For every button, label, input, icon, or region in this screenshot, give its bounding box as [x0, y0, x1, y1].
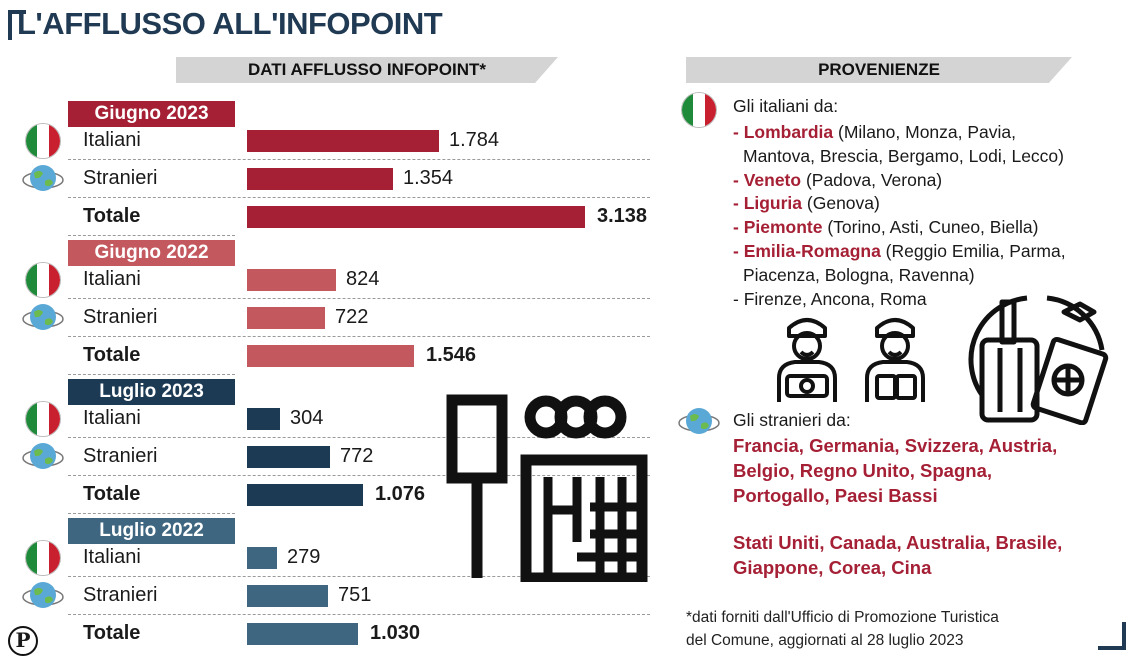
- page-title: L'AFFLUSSO ALL'INFOPOINT: [17, 6, 443, 41]
- total-label: Totale: [83, 622, 141, 644]
- bottom-corner-mark: [1098, 622, 1126, 650]
- row-divider: [68, 235, 235, 236]
- row-label: Stranieri: [83, 584, 158, 606]
- stranieri-line-4: Stati Uniti, Canada, Australia, Brasile,: [733, 532, 1063, 553]
- row-divider: [68, 576, 650, 577]
- tourists-icon: [777, 318, 925, 402]
- value-label: 751: [338, 584, 372, 606]
- right-section-header: PROVENIENZE: [686, 57, 1072, 83]
- value-label: 279: [287, 546, 321, 568]
- total-label: Totale: [83, 205, 141, 227]
- row-divider: [68, 336, 650, 337]
- infopoint-icon: [446, 394, 648, 582]
- value-label: 1.076: [375, 483, 426, 505]
- row-divider: [68, 437, 650, 438]
- bar: [247, 168, 393, 190]
- globe-icon: [678, 408, 720, 434]
- stranieri-line-1: Francia, Germania, Svizzera, Austria,: [733, 435, 1058, 456]
- row-divider: [68, 513, 235, 514]
- stranieri-line-2: Belgio, Regno Unito, Spagna,: [733, 460, 992, 481]
- period-label: Luglio 2022: [68, 518, 235, 544]
- bar: [247, 547, 277, 569]
- value-label: 824: [346, 268, 380, 290]
- stranieri-intro: Gli stranieri da:: [733, 410, 851, 430]
- other-cities: - Firenze, Ancona, Roma: [733, 289, 927, 309]
- bar: [247, 345, 414, 367]
- bar: [247, 484, 363, 506]
- region-emilia-romagna: - Emilia-Romagna (Reggio Emilia, Parma,: [733, 241, 1066, 261]
- row-divider: [68, 614, 650, 615]
- globe-icon: [22, 304, 64, 330]
- region-lombardia-cities: Mantova, Brescia, Bergamo, Lodi, Lecco): [743, 146, 1064, 166]
- globe-icon: [22, 165, 64, 191]
- region-emilia-romagna-cities: Piacenza, Bologna, Ravenna): [743, 265, 975, 285]
- region-liguria: - Liguria (Genova): [733, 193, 880, 213]
- value-label: 3.138: [597, 205, 648, 227]
- italy-flag-icon: [25, 401, 61, 437]
- bar: [247, 585, 328, 607]
- row-label: Stranieri: [83, 306, 158, 328]
- value-label: 304: [290, 407, 324, 429]
- row-divider: [68, 298, 650, 299]
- row-label: Stranieri: [83, 445, 158, 467]
- bar: [247, 130, 439, 152]
- luggage-passport-icon: [968, 295, 1109, 425]
- footnote-line-1: *dati forniti dall'Ufficio di Promozione…: [686, 609, 999, 626]
- row-label: Italiani: [83, 407, 141, 429]
- row-divider: [68, 374, 235, 375]
- value-label: 772: [340, 445, 374, 467]
- title-corner-mark: [8, 10, 26, 40]
- period-label: Giugno 2023: [68, 101, 235, 127]
- italy-flag-icon: [681, 92, 717, 128]
- row-divider: [68, 159, 650, 160]
- italy-flag-icon: [25, 262, 61, 298]
- region-piemonte: - Piemonte (Torino, Asti, Cuneo, Biella): [733, 217, 1039, 237]
- italy-flag-icon: [25, 540, 61, 576]
- region-lombardia: - Lombardia (Milano, Monza, Pavia,: [733, 122, 1017, 142]
- row-divider: [68, 197, 650, 198]
- row-label: Italiani: [83, 129, 141, 151]
- value-label: 1.354: [403, 167, 454, 189]
- period-label: Giugno 2022: [68, 240, 235, 266]
- total-label: Totale: [83, 344, 141, 366]
- value-label: 722: [335, 306, 369, 328]
- footnote-line-2: del Comune, aggiornati al 28 luglio 2023: [686, 632, 964, 649]
- region-veneto: - Veneto (Padova, Verona): [733, 170, 943, 190]
- bar: [247, 206, 585, 228]
- value-label: 1.546: [426, 344, 477, 366]
- bar: [247, 408, 280, 430]
- total-label: Totale: [83, 483, 141, 505]
- globe-icon: [22, 443, 64, 469]
- row-divider: [68, 475, 650, 476]
- left-section-header: DATI AFFLUSSO INFOPOINT*: [176, 57, 558, 83]
- bar: [247, 269, 336, 291]
- period-label: Luglio 2023: [68, 379, 235, 405]
- italiani-intro: Gli italiani da:: [733, 96, 839, 116]
- row-label: Stranieri: [83, 167, 158, 189]
- bar: [247, 623, 358, 645]
- publisher-logo: P: [8, 626, 38, 656]
- bar: [247, 307, 325, 329]
- value-label: 1.784: [449, 129, 500, 151]
- row-label: Italiani: [83, 268, 141, 290]
- row-label: Italiani: [83, 546, 141, 568]
- globe-icon: [22, 582, 64, 608]
- stranieri-line-5: Giappone, Corea, Cina: [733, 557, 932, 578]
- value-label: 1.030: [370, 622, 421, 644]
- bar: [247, 446, 330, 468]
- stranieri-line-3: Portogallo, Paesi Bassi: [733, 485, 938, 506]
- italy-flag-icon: [25, 123, 61, 159]
